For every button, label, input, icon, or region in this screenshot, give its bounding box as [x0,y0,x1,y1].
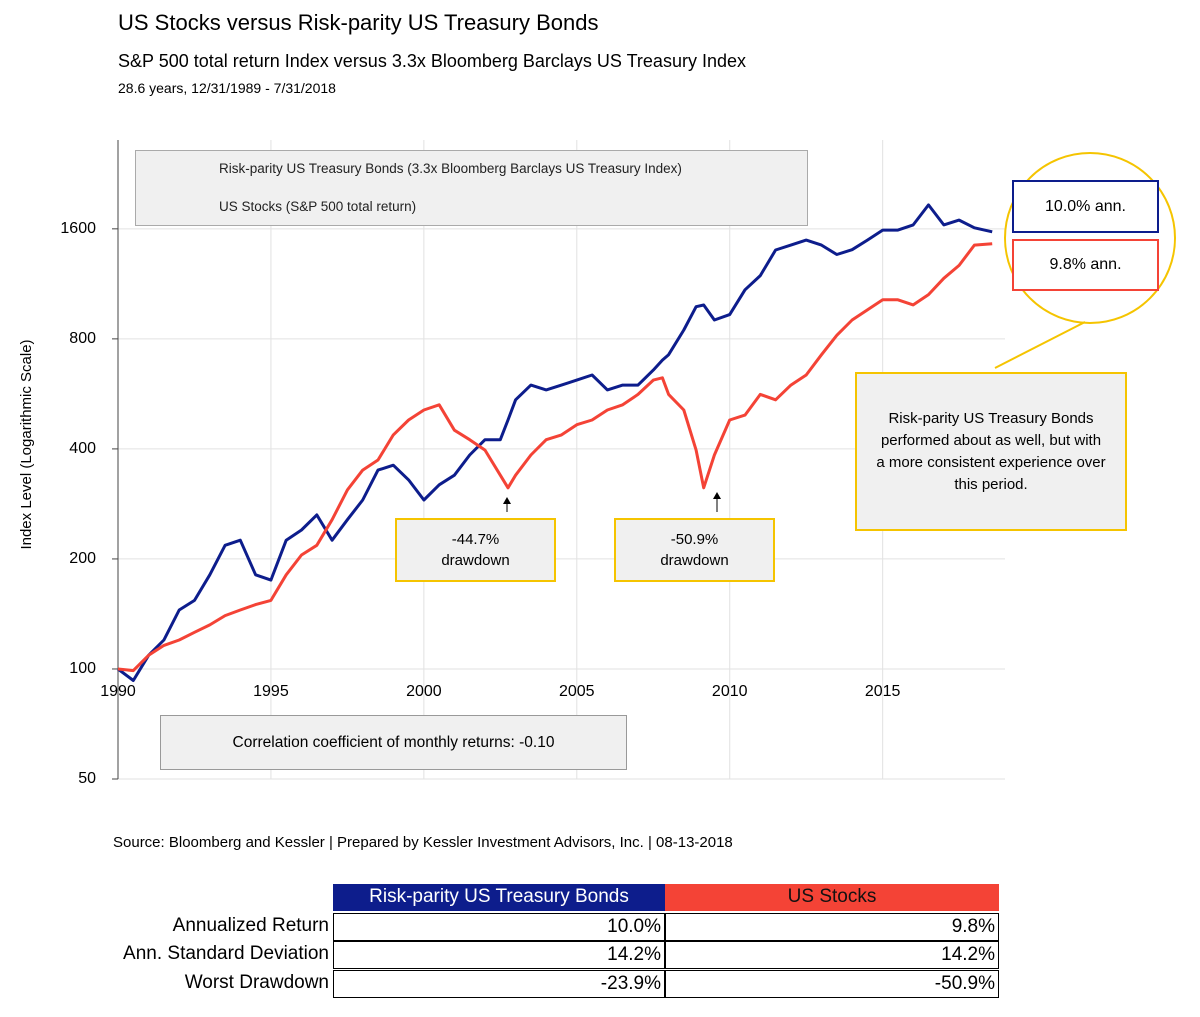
x-tick-label: 1995 [253,683,289,700]
annotation-line: -44.7% [451,531,500,548]
annotation: -44.7% drawdown [395,518,556,582]
highlight-circle [1004,152,1176,324]
row-label: Worst Drawdown [184,972,329,993]
annotation: 10.0% ann. [1012,180,1159,233]
row-label: Ann. Standard Deviation [123,943,329,964]
y-tick-label: 100 [69,660,96,677]
table-header: Risk-parity US Treasury Bonds [333,884,665,911]
x-tick-label: 2010 [712,683,748,700]
table-cell: 14.2% [333,941,665,969]
table-header: US Stocks [665,884,999,911]
legend-label: Risk-parity US Treasury Bonds (3.3x Bloo… [219,161,682,176]
arrow-head [503,497,511,504]
series-line [117,242,993,673]
arrow-head [713,492,721,499]
y-tick-label: 50 [78,770,96,787]
x-tick-label: 2000 [406,683,442,700]
annotation: Correlation coefficient of monthly retur… [160,715,627,770]
table-cell: -23.9% [333,970,665,998]
legend-label: US Stocks (S&P 500 total return) [219,199,417,214]
legend [135,150,808,226]
y-tick-label: 1600 [60,220,96,237]
source: Source: Bloomberg and Kessler | Prepared… [113,834,733,851]
y-tick-label: 200 [69,550,96,567]
y-axis-label: Index Level (Logarithmic Scale) [18,339,35,549]
table-cell: 14.2% [665,941,999,969]
table-cell: -50.9% [665,970,999,998]
annotation-line: -50.9% [670,531,719,548]
annotation: 9.8% ann. [1012,239,1159,291]
annotation-line: drawdown [660,552,729,569]
annotation: -50.9% drawdown [614,518,775,582]
chart-title: US Stocks versus Risk-parity US Treasury… [118,10,599,35]
annotation: Risk-parity US Treasury Bonds performed … [855,372,1127,531]
annotation-line: drawdown [441,552,510,569]
y-tick-label: 800 [69,330,96,347]
connector [994,321,1086,369]
x-tick-label: 2015 [865,683,901,700]
chart-subtitle: S&P 500 total return Index versus 3.3x B… [118,51,746,71]
table-cell: 10.0% [333,913,665,941]
x-tick-label: 2005 [559,683,595,700]
period: 28.6 years, 12/31/1989 - 7/31/2018 [118,80,336,96]
table-cell: 9.8% [665,913,999,941]
series-line [117,203,993,682]
y-tick-label: 400 [69,440,96,457]
row-label: Annualized Return [172,915,329,936]
